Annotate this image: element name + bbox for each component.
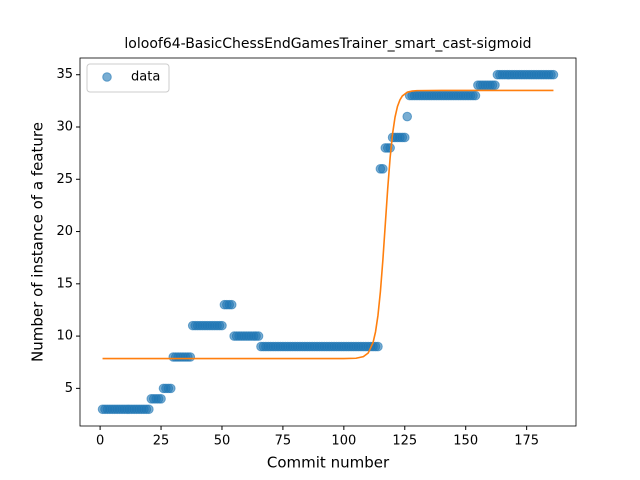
data-point	[226, 299, 237, 310]
x-tick-label: 50	[214, 434, 231, 449]
x-tick-label: 75	[275, 434, 292, 449]
y-tick-label: 15	[56, 276, 73, 291]
x-tick-label: 100	[331, 434, 356, 449]
data-point	[144, 404, 154, 415]
data-point	[402, 111, 413, 122]
data-point	[253, 331, 264, 341]
legend-box	[86, 63, 170, 93]
data-point	[470, 90, 481, 101]
data-point	[378, 164, 388, 174]
data-point	[217, 320, 227, 331]
x-tick-label: 150	[453, 434, 478, 449]
legend-swatch	[102, 72, 112, 82]
fit-line	[102, 89, 554, 360]
data-point	[185, 352, 196, 362]
y-tick-label: 10	[56, 329, 73, 344]
plot-frame	[79, 57, 577, 427]
y-tick-label: 25	[56, 172, 73, 187]
x-axis-label: Commit number	[267, 454, 390, 472]
y-tick-label: 20	[56, 224, 73, 239]
data-point	[373, 341, 383, 352]
x-tick-label: 25	[153, 434, 170, 449]
legend-label: data	[131, 70, 160, 85]
y-tick-label: 5	[65, 381, 73, 396]
y-axis-label: Number of instance of a feature	[29, 122, 47, 362]
y-tick-label: 30	[56, 120, 73, 135]
data-point	[490, 80, 500, 90]
data-point	[548, 69, 559, 80]
chart-title: loloof64-BasicChessEndGamesTrainer_smart…	[124, 36, 531, 52]
data-point	[156, 394, 166, 404]
x-tick-label: 0	[96, 434, 104, 449]
data-point	[165, 383, 176, 394]
data-point	[399, 132, 410, 143]
y-tick-label: 35	[56, 67, 73, 82]
x-tick-label: 175	[514, 434, 539, 449]
x-tick-label: 125	[392, 434, 417, 449]
